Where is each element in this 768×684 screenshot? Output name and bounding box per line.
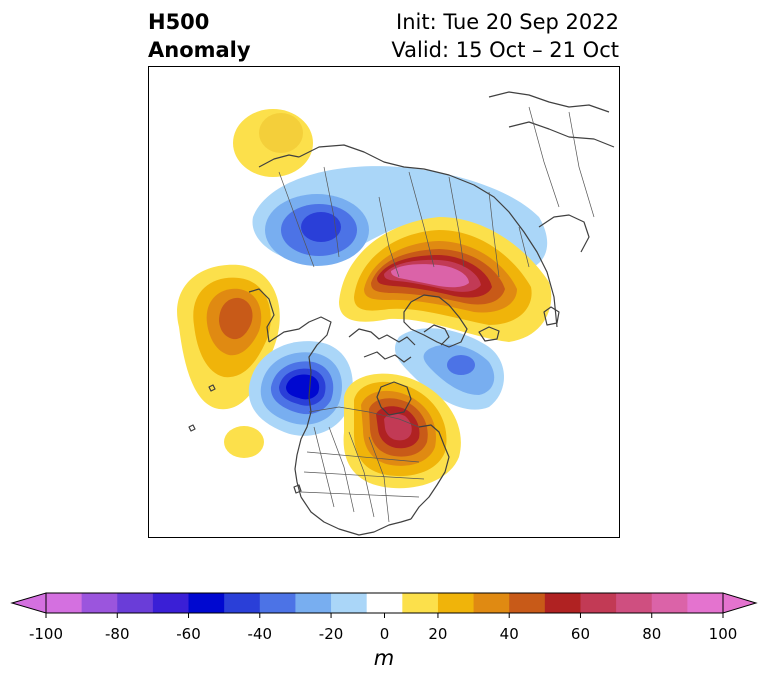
colorbar-cell	[473, 593, 510, 613]
coastlines	[188, 91, 615, 536]
colorbar-cell	[437, 593, 475, 613]
colorbar-cell	[580, 593, 617, 613]
title-left: H500 Anomaly	[148, 8, 251, 64]
colorbar-tick-label: -80	[105, 625, 130, 643]
colorbar-cell	[544, 593, 581, 613]
positive-center-north-pacific	[177, 264, 280, 458]
colorbar-cell	[651, 593, 688, 613]
colorbar-tick-label: -100	[28, 625, 64, 643]
colorbar-cell	[259, 593, 296, 613]
negative-center-west-coast	[248, 341, 353, 436]
valid-period: Valid: 15 Oct – 21 Oct	[391, 38, 619, 62]
colorbar-tick-label: 20	[428, 625, 448, 643]
anomaly-map	[148, 66, 620, 538]
country-borders	[278, 106, 595, 523]
map-svg	[177, 91, 615, 536]
colorbar-cell	[402, 593, 439, 613]
init-date: Init: Tue 20 Sep 2022	[396, 10, 619, 34]
positive-center-siberia	[233, 109, 313, 177]
colorbar-border	[45, 592, 724, 614]
colorbar-cell	[81, 593, 118, 613]
colorbar-cell	[687, 593, 724, 613]
colorbar-cell	[152, 593, 190, 613]
colorbar-tick-label: -40	[247, 625, 273, 643]
colorbar-cell	[295, 593, 332, 613]
colorbar-tick-label: -20	[318, 625, 344, 643]
colorbar-cell	[366, 593, 403, 613]
colorbar-cells	[10, 592, 758, 618]
colorbar-extend-low	[10, 592, 47, 614]
colorbar-cell	[509, 593, 546, 613]
colorbar-tick-label: -60	[176, 625, 201, 643]
colorbar-cell	[46, 593, 83, 613]
negative-center-atlantic	[394, 328, 504, 410]
colorbar-cell	[224, 593, 261, 613]
colorbar	[10, 592, 758, 618]
positive-center-great-lakes	[343, 373, 461, 489]
colorbar-cell	[188, 593, 225, 613]
colorbar-unit: m	[373, 646, 395, 670]
title-right: Init: Tue 20 Sep 2022 Valid: 15 Oct – 21…	[391, 8, 619, 64]
colorbar-cell	[616, 593, 653, 613]
colorbar-tick-label: 0	[379, 625, 390, 643]
colorbar-tick-label: 40	[499, 625, 519, 643]
colorbar-cell	[331, 593, 368, 613]
colorbar-cell	[117, 593, 154, 613]
title-field: Anomaly	[148, 38, 251, 62]
colorbar-tick-label: 80	[642, 625, 662, 643]
colorbar-extend-high	[722, 592, 758, 614]
title-variable: H500	[148, 10, 210, 34]
colorbar-tick-label: 100	[708, 625, 738, 643]
colorbar-tick-label: 60	[570, 625, 591, 643]
positive-center-arctic-ocean	[339, 217, 552, 342]
